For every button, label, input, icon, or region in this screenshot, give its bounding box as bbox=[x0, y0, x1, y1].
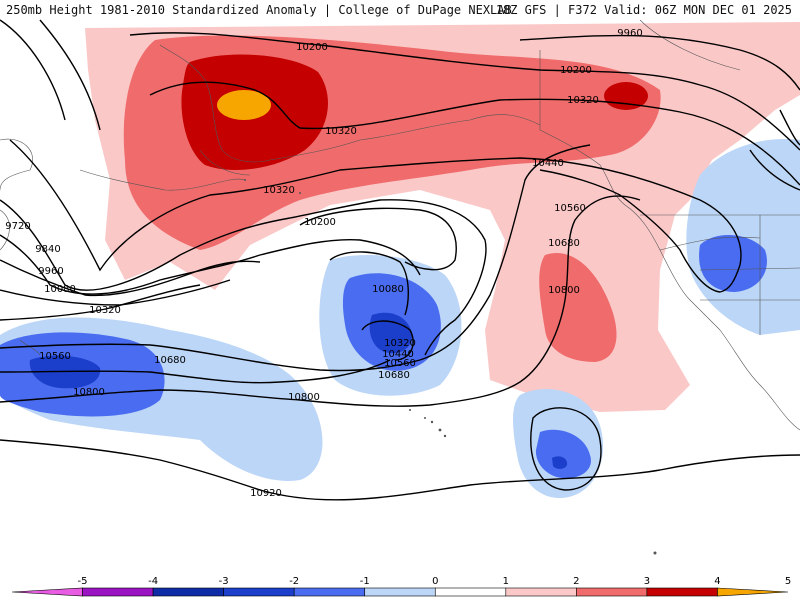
contour-label: 9840 bbox=[35, 244, 60, 255]
coastlines bbox=[0, 19, 800, 431]
contour-label: 10800 bbox=[548, 285, 580, 296]
contour-label: 10440 bbox=[382, 349, 414, 360]
colorbar-swatch bbox=[364, 587, 436, 597]
contour-label: 10440 bbox=[532, 158, 564, 169]
contour-label: 10200 bbox=[304, 217, 336, 228]
contour-label: 10080 bbox=[44, 284, 76, 295]
contour-label: 10320 bbox=[263, 185, 295, 196]
colorbar-tick-label: 0 bbox=[432, 576, 438, 587]
contour-label: 10800 bbox=[288, 392, 320, 403]
contour-labels: 9960 10200 10200 10320 10320 10320 10440… bbox=[5, 28, 642, 499]
colorbar-tick-label: -3 bbox=[219, 576, 229, 587]
contour-label: 10680 bbox=[548, 238, 580, 249]
contour-label: 10560 bbox=[39, 351, 71, 362]
colorbar-tick-label: -4 bbox=[148, 576, 158, 587]
contour-label: 10560 bbox=[554, 203, 586, 214]
contour-label: 10920 bbox=[250, 488, 282, 499]
colorbar-tick-label: 2 bbox=[573, 576, 579, 587]
negative-anomaly-shading bbox=[0, 139, 800, 499]
height-contours bbox=[0, 19, 800, 501]
contour-label: 9960 bbox=[617, 28, 642, 39]
contour-label: 10680 bbox=[378, 370, 410, 381]
colorbar-tick-label: 5 bbox=[785, 576, 791, 587]
colorbar-swatch bbox=[646, 587, 718, 597]
contour-label: 10200 bbox=[560, 65, 592, 76]
positive-anomaly-shading bbox=[85, 22, 800, 412]
colorbar-tick-label: 4 bbox=[714, 576, 720, 587]
colorbar-tick-label: 3 bbox=[644, 576, 650, 587]
contour-label: 10320 bbox=[567, 95, 599, 106]
islands bbox=[244, 179, 657, 555]
colorbar-swatch bbox=[576, 587, 648, 597]
colorbar-swatch bbox=[152, 587, 224, 597]
colorbar-swatch bbox=[717, 587, 789, 597]
colorbar-swatch bbox=[223, 587, 295, 597]
contour-label: 9720 bbox=[5, 221, 30, 232]
contour-label: 10680 bbox=[154, 355, 186, 366]
contour-label: 9960 bbox=[38, 266, 63, 277]
colorbar-tick-label: -1 bbox=[360, 576, 370, 587]
colorbar-swatch bbox=[434, 587, 507, 597]
colorbar-tick-label: -5 bbox=[78, 576, 88, 587]
contour-label: 10560 bbox=[384, 358, 416, 369]
map-title: 250mb Height 1981-2010 Standardized Anom… bbox=[6, 3, 512, 17]
contour-label: 10200 bbox=[296, 42, 328, 53]
colorbar-swatch bbox=[505, 587, 577, 597]
colorbar-swatch bbox=[293, 587, 366, 597]
colorbar-swatch bbox=[82, 587, 154, 597]
colorbar-tick-label: -2 bbox=[289, 576, 299, 587]
run-valid-time: 18Z GFS | F372 Valid: 06Z MON DEC 01 202… bbox=[495, 3, 792, 17]
contour-label: 10320 bbox=[384, 338, 416, 349]
colorbar: -5 -4 -3 -2 -1 0 1 2 3 4 5 bbox=[11, 576, 791, 597]
contour-label: 10800 bbox=[73, 387, 105, 398]
contour-label: 10080 bbox=[372, 284, 404, 295]
contour-label: 10320 bbox=[325, 126, 357, 137]
contour-label: 10320 bbox=[89, 305, 121, 316]
colorbar-tick-label: 1 bbox=[503, 576, 509, 587]
